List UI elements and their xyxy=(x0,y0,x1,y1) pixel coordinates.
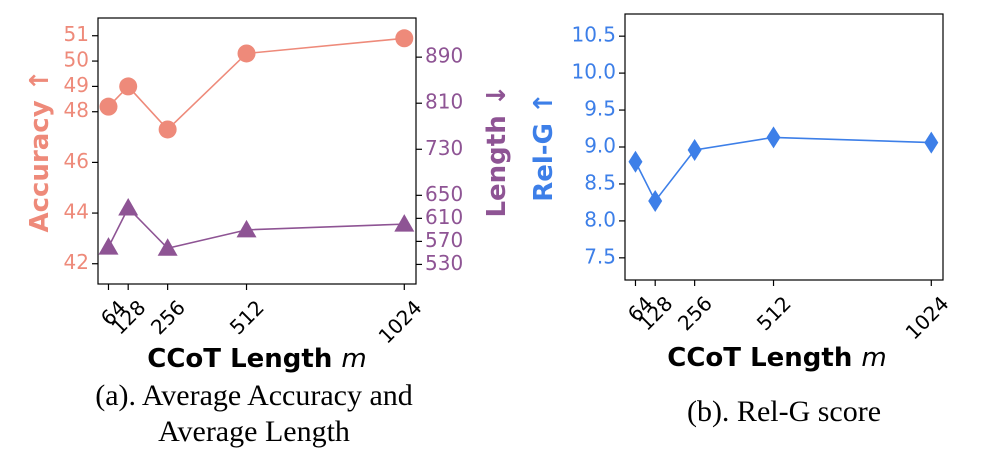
accuracy-tick-label: 42 xyxy=(64,250,89,274)
length-tick-label: 610 xyxy=(425,205,463,229)
accuracy-tick-label: 44 xyxy=(64,200,89,224)
panel-b-x-axis-label: CCoT Length m xyxy=(667,343,886,373)
panel-a-x-tick-label: 512 xyxy=(225,295,269,339)
accuracy-axis-label: Accuracy ↑ xyxy=(25,69,55,232)
rel-g-tick-label: 10.0 xyxy=(571,60,616,84)
accuracy-series xyxy=(99,29,414,139)
length-line xyxy=(107,206,405,250)
panel-b-x-tick-label: 512 xyxy=(752,291,796,335)
accuracy-tick-label: 46 xyxy=(64,149,89,173)
length-point xyxy=(394,214,415,232)
accuracy-point xyxy=(395,29,414,48)
rel-g-axis-label: Rel-G ↑ xyxy=(529,92,559,202)
accuracy-line xyxy=(107,37,405,131)
caption-b: (b). Rel-G score xyxy=(687,395,881,428)
length-tick-label: 890 xyxy=(425,44,463,68)
panel-b-frame xyxy=(624,13,944,281)
length-point xyxy=(157,238,178,256)
panel-b-y-ticks: 7.5 8.0 8.5 9.0 9.5 10.0 10.5 xyxy=(571,23,625,268)
rel-g-point xyxy=(924,131,939,154)
accuracy-point xyxy=(99,97,118,116)
length-tick-label: 650 xyxy=(425,182,463,206)
caption-a-line-2: Average Length xyxy=(158,415,350,448)
accuracy-tick-label: 50 xyxy=(64,48,89,72)
rel-g-point xyxy=(628,150,643,173)
length-tick-label: 810 xyxy=(425,90,463,114)
length-series xyxy=(98,198,415,256)
length-tick-label: 730 xyxy=(425,136,463,160)
rel-g-tick-label: 7.5 xyxy=(584,244,616,268)
rel-g-tick-label: 9.0 xyxy=(584,134,616,158)
panel-b-x-tick-label: 1024 xyxy=(901,291,954,344)
rel-g-line xyxy=(634,136,932,203)
length-point xyxy=(236,219,257,238)
accuracy-tick-label: 51 xyxy=(64,22,89,46)
panel-a-x-axis-label: CCoT Length m xyxy=(147,344,366,374)
accuracy-point xyxy=(237,44,256,63)
accuracy-point xyxy=(119,77,138,96)
rel-g-point xyxy=(687,138,702,161)
panel-b-x-tick-label: 256 xyxy=(673,291,717,335)
accuracy-point xyxy=(158,120,177,139)
accuracy-tick-label: 49 xyxy=(64,73,89,97)
length-axis-label: Length ↓ xyxy=(482,84,512,217)
rel-g-tick-label: 8.5 xyxy=(584,170,616,194)
panel-a-frame xyxy=(97,17,417,285)
accuracy-tick-label: 48 xyxy=(64,98,89,122)
rel-g-tick-label: 10.5 xyxy=(571,23,616,47)
length-point xyxy=(118,198,139,216)
caption-a-line-1: (a). Average Accuracy and xyxy=(95,379,413,412)
length-tick-label: 570 xyxy=(425,228,463,252)
rel-g-tick-label: 8.0 xyxy=(584,207,616,231)
length-tick-label: 530 xyxy=(425,251,463,275)
panel-a-x-tick-label: 1024 xyxy=(374,295,427,348)
panel-a-x-tick-label: 256 xyxy=(146,295,190,339)
rel-g-tick-label: 9.5 xyxy=(584,97,616,121)
rel-g-series xyxy=(628,126,939,212)
length-point xyxy=(98,237,119,255)
rel-g-point xyxy=(648,189,663,212)
rel-g-point xyxy=(766,126,781,149)
